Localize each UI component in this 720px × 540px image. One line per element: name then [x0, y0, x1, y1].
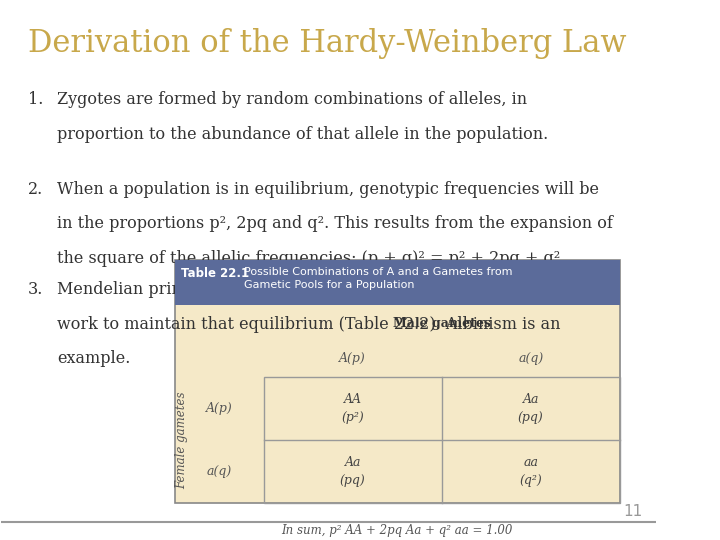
Text: the square of the allelic frequencies: (p + q)² = p² + 2pq + q².: the square of the allelic frequencies: (… [57, 249, 565, 267]
Text: A(p): A(p) [339, 352, 366, 365]
Text: 3.: 3. [27, 281, 43, 299]
Text: proportion to the abundance of that allele in the population.: proportion to the abundance of that alle… [57, 126, 548, 143]
Text: a(q): a(q) [207, 465, 232, 478]
Text: aa
(q²): aa (q²) [519, 456, 542, 487]
Text: example.: example. [57, 350, 130, 367]
FancyBboxPatch shape [175, 260, 620, 305]
Text: Aa
(pq): Aa (pq) [340, 456, 366, 487]
Text: in the proportions p², 2pq and q². This results from the expansion of: in the proportions p², 2pq and q². This … [57, 215, 613, 232]
Text: Possible Combinations of A and a Gametes from
Gametic Pools for a Population: Possible Combinations of A and a Gametes… [243, 267, 512, 290]
Text: Aa
(pq): Aa (pq) [518, 393, 544, 424]
Text: 11: 11 [624, 504, 643, 519]
FancyBboxPatch shape [175, 260, 620, 503]
Text: When a population is in equilibrium, genotypic frequencies will be: When a population is in equilibrium, gen… [57, 181, 599, 198]
Text: In sum, p² AA + 2pq Aa + q² aa = 1.00: In sum, p² AA + 2pq Aa + q² aa = 1.00 [282, 524, 513, 537]
Text: Mendelian principles acting on a population in equilibrium will: Mendelian principles acting on a populat… [57, 281, 572, 299]
Text: Zygotes are formed by random combinations of alleles, in: Zygotes are formed by random combination… [57, 91, 527, 108]
Text: AA
(p²): AA (p²) [341, 393, 364, 424]
Text: Derivation of the Hardy-Weinberg Law: Derivation of the Hardy-Weinberg Law [27, 28, 626, 59]
Text: a(q): a(q) [518, 352, 544, 365]
Text: work to maintain that equilibrium (Table 22.2). Albinism is an: work to maintain that equilibrium (Table… [57, 316, 560, 333]
Text: Male gametes: Male gametes [393, 316, 491, 329]
Text: 1.: 1. [27, 91, 43, 108]
Text: 2.: 2. [27, 181, 42, 198]
Text: Table 22.1: Table 22.1 [181, 267, 249, 280]
Text: A(p): A(p) [206, 402, 233, 415]
Text: Female gametes: Female gametes [175, 391, 188, 489]
